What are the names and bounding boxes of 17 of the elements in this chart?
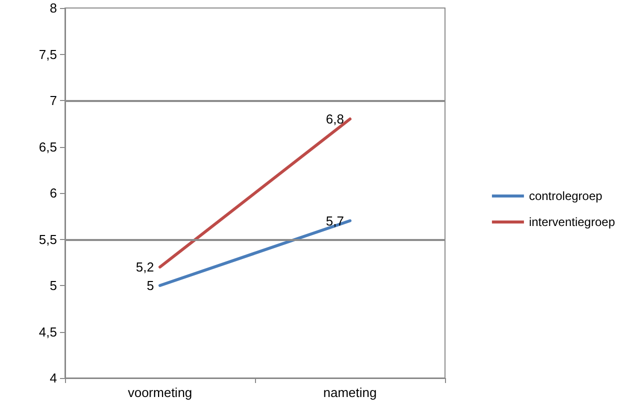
y-tick-label: 6,5 [38, 139, 57, 154]
legend-label: interventiegroep [528, 215, 616, 229]
x-tick-label: voormeting [128, 385, 192, 400]
data-label: 5,2 [136, 260, 154, 274]
y-tick-label: 8 [50, 0, 57, 16]
y-tick-label: 7,5 [38, 46, 57, 62]
y-tick-label: 4,5 [38, 324, 57, 340]
y-tick-label: 4 [50, 370, 57, 386]
data-label: 5,7 [326, 213, 344, 228]
data-label: 5 [146, 278, 154, 293]
legend-label: controlegroep [528, 189, 603, 203]
y-tick-label: 5,5 [38, 232, 57, 247]
y-tick-label: 7 [50, 93, 57, 108]
data-label: 6,8 [326, 112, 344, 126]
x-tick-label: nameting [323, 385, 377, 400]
y-tick-label: 6 [50, 186, 57, 200]
y-tick-label: 5 [50, 278, 57, 293]
